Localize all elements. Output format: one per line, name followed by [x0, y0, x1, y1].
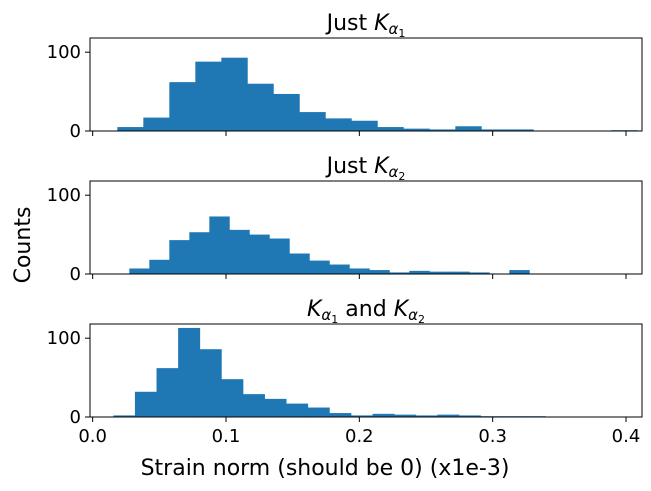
- subplot-2: 0 100 Just Kα2​: [47, 154, 643, 285]
- title-subscript: α: [321, 306, 331, 324]
- histogram-bar: [269, 238, 290, 274]
- histogram-bar: [372, 413, 395, 417]
- axes-frame: [89, 323, 643, 418]
- subplot-3: 0 100 0.0 0.1 0.2 0.3 0.4 Kα1​ and Kα2​: [47, 297, 643, 447]
- histogram-bar: [299, 112, 326, 131]
- y-tick-label: 0: [70, 264, 81, 285]
- y-tick-label: 0: [70, 121, 81, 142]
- x-axis-label: Strain norm (should be 0) (x1e-3): [141, 456, 510, 481]
- histogram-bar: [229, 229, 250, 274]
- histogram-bar: [149, 259, 170, 274]
- histogram-bar: [351, 120, 378, 131]
- histogram-bar: [169, 82, 196, 131]
- histogram-bar: [195, 61, 222, 131]
- histogram-bar: [289, 253, 310, 274]
- subplot-title: Kα1​ and Kα2​: [307, 297, 425, 326]
- axes-frame: [89, 37, 643, 132]
- histogram-bar: [350, 415, 373, 417]
- histogram-bar: [449, 271, 470, 274]
- histogram-bar: [389, 272, 410, 274]
- title-math-symbol: K: [374, 154, 390, 179]
- histogram-bar: [349, 268, 370, 274]
- y-tick-label: 100: [47, 328, 81, 349]
- histogram-bar: [437, 414, 460, 417]
- histogram-bar: [309, 260, 330, 274]
- histogram-bar: [377, 127, 404, 131]
- histogram-bar: [221, 57, 248, 132]
- histogram-bar: [325, 118, 352, 131]
- histogram-bar: [129, 268, 150, 274]
- title-subscript: α: [389, 163, 399, 181]
- histogram-bar: [481, 129, 508, 131]
- histogram-bar: [329, 413, 352, 417]
- histogram-bar: [178, 327, 201, 417]
- title-subscript-index: 1: [331, 313, 338, 326]
- histogram-bar: [221, 379, 244, 417]
- histogram-bar: [113, 415, 136, 417]
- histogram-bar: [273, 93, 300, 131]
- histogram-bar: [369, 270, 390, 274]
- title-subscript-index: 2: [418, 313, 425, 326]
- title-text: Just: [325, 154, 375, 179]
- x-tick-label: 0.3: [478, 426, 507, 447]
- histogram-bar: [247, 83, 274, 131]
- histogram-bar: [507, 129, 534, 131]
- x-tick-label: 0.2: [345, 426, 374, 447]
- subplot-title: Just Kα2​: [325, 154, 406, 183]
- subplot-1: 0 100 Just Kα1​: [47, 11, 643, 142]
- y-tick-label: 100: [47, 185, 81, 206]
- x-tick-label: 0.0: [78, 426, 107, 447]
- histogram-bar: [429, 271, 450, 274]
- histogram-bar: [169, 240, 190, 274]
- title-math-symbol: K: [374, 11, 390, 36]
- histogram-bar: [329, 264, 350, 274]
- histogram-bar: [307, 407, 330, 417]
- title-subscript-index: 2: [398, 170, 405, 183]
- histogram-bar: [469, 272, 490, 274]
- histogram-bar: [394, 414, 417, 417]
- histogram-bar: [458, 415, 481, 417]
- histogram-bar: [209, 216, 230, 274]
- title-subscript: α: [408, 306, 418, 324]
- histogram-bar: [264, 398, 287, 417]
- histogram-bar: [242, 394, 265, 417]
- histogram-bar: [199, 349, 222, 417]
- histogram-bar: [134, 391, 157, 417]
- x-tick-label: 0.1: [212, 426, 241, 447]
- histogram-bar: [143, 117, 170, 131]
- histogram-bar: [509, 270, 530, 274]
- y-tick-label: 100: [47, 42, 81, 63]
- title-text: and: [338, 297, 393, 322]
- histogram-bar: [429, 129, 456, 131]
- title-math-symbol: K: [307, 297, 323, 322]
- histogram-bar: [286, 403, 309, 417]
- title-math-symbol: K: [394, 297, 410, 322]
- histogram-bar: [415, 415, 438, 417]
- title-text: Just: [325, 11, 375, 36]
- subplot-title: Just Kα1​: [325, 11, 406, 40]
- histogram-bar: [117, 127, 144, 131]
- histogram-bar: [455, 126, 482, 131]
- y-axis-label: Counts: [11, 207, 36, 284]
- histogram-bar: [249, 234, 270, 274]
- histogram-bar: [189, 232, 210, 274]
- title-subscript-index: 1: [398, 27, 405, 40]
- histogram-bar: [156, 368, 179, 417]
- axes-frame: [89, 180, 643, 275]
- histogram-bar: [403, 128, 430, 131]
- x-tick-label: 0.4: [612, 426, 641, 447]
- y-tick-label: 0: [70, 407, 81, 428]
- histogram-bar: [409, 270, 430, 274]
- title-subscript: α: [389, 20, 399, 38]
